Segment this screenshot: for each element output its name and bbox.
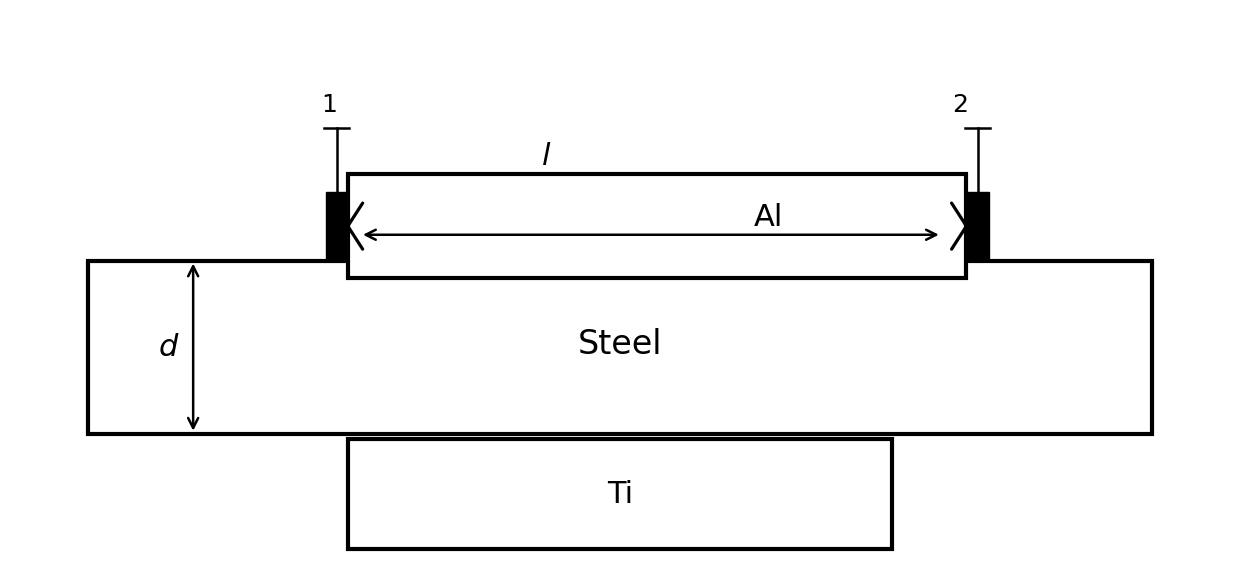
Text: 2: 2 — [952, 93, 968, 117]
Text: 1: 1 — [321, 93, 337, 117]
Text: Steel: Steel — [578, 328, 662, 361]
Bar — [88, 261, 1152, 434]
Bar — [347, 439, 893, 549]
Text: Al: Al — [754, 203, 784, 232]
Bar — [326, 192, 347, 261]
Text: l: l — [542, 142, 551, 171]
Text: Ti: Ti — [606, 479, 634, 508]
Bar — [966, 192, 988, 261]
Text: d: d — [159, 332, 179, 362]
Bar — [347, 174, 966, 278]
